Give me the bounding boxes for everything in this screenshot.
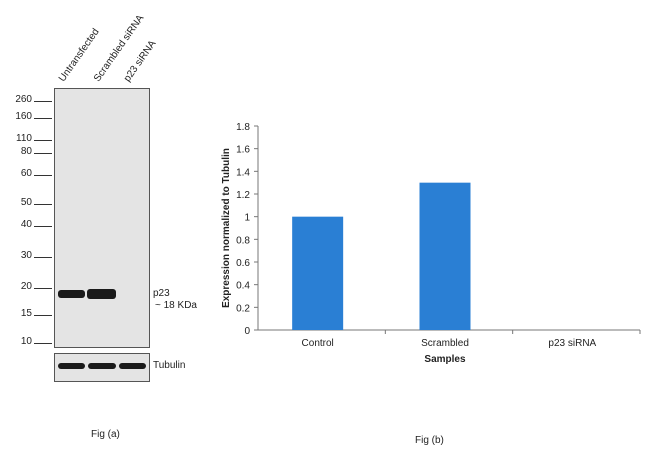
fig-b-caption: Fig (b) (415, 435, 444, 446)
y-tick-label: 0.2 (236, 303, 250, 314)
p23-band-label: p23 ~ 18 KDa (153, 288, 197, 311)
tubulin-label: Tubulin (153, 360, 186, 371)
fig-a-caption: Fig (a) (91, 429, 120, 440)
y-tick-label: 1.4 (236, 167, 250, 178)
y-tick-label: 1.2 (236, 190, 250, 201)
x-axis-title: Samples (424, 354, 466, 365)
x-tick-label: p23 siRNA (548, 338, 596, 349)
y-tick-label: 0.4 (236, 281, 250, 292)
x-tick-label: Scrambled (421, 338, 469, 349)
y-tick-label: 0 (244, 326, 250, 337)
tubulin-band-untransfected (58, 363, 85, 369)
blot-panel-p23 (54, 88, 150, 348)
tubulin-band-p23-sirna (119, 363, 146, 369)
bar-scrambled (419, 182, 471, 330)
y-axis-title: Expression normalized to Tubulin (221, 148, 232, 308)
p23-band-untransfected (58, 290, 85, 298)
y-tick-label: 1.8 (236, 122, 250, 133)
y-tick-label: 1 (244, 213, 250, 224)
y-tick-label: 0.6 (236, 258, 250, 269)
y-tick-label: 1.6 (236, 145, 250, 156)
y-tick-label: 0.8 (236, 235, 250, 246)
p23-band-scrambled-sirna (87, 289, 116, 299)
x-tick-label: Control (302, 338, 334, 349)
bar-control (292, 216, 344, 330)
tubulin-band-scrambled-sirna (88, 363, 116, 369)
